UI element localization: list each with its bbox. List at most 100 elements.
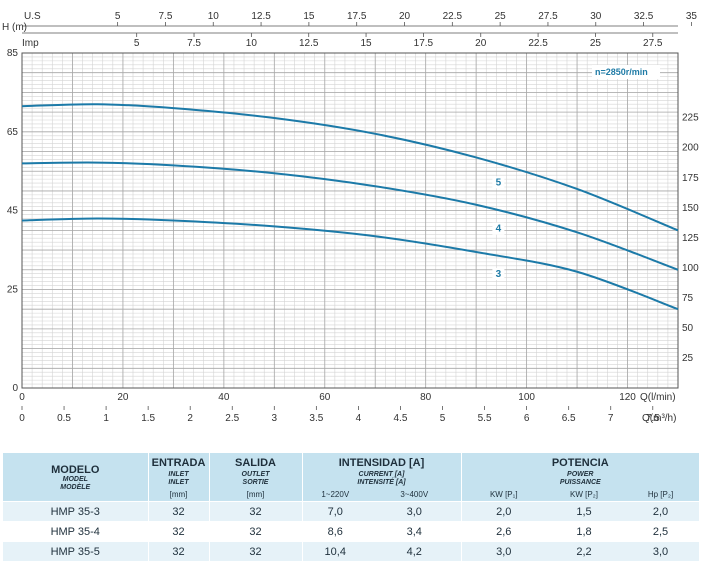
y2-tick-label: 175 <box>682 173 699 184</box>
m3h-tick-label: 3.5 <box>309 413 323 424</box>
m3h-tick-label: 0 <box>19 413 25 424</box>
cell-power-p2: 2,2 <box>546 541 622 561</box>
y2-tick-label: 225 <box>682 113 699 124</box>
speed-annotation: n=2850r/min <box>595 67 648 77</box>
imp-tick-label: 12.5 <box>299 38 319 49</box>
cell-model: HMP 35-3 <box>3 501 148 522</box>
cell-inlet: 32 <box>147 501 209 522</box>
y2-tick-label: 25 <box>682 353 694 364</box>
us-tick-label: 10 <box>208 11 220 22</box>
cell-current-3ph: 4,2 <box>368 541 461 561</box>
m3h-tick-label: 4 <box>356 413 362 424</box>
m3h-tick-label: 6.5 <box>562 413 576 424</box>
us-tick-label: 17.5 <box>347 11 367 22</box>
y-tick-label: 25 <box>7 284 19 295</box>
m3h-tick-label: 6 <box>524 413 530 424</box>
unit-inlet: [mm] <box>147 487 209 502</box>
imp-tick-label: 7.5 <box>187 38 201 49</box>
header-power: POTENCIA <box>460 453 700 471</box>
cell-current-1ph: 10,4 <box>301 541 368 561</box>
us-axis-label: U.S <box>24 11 41 22</box>
imp-tick-label: 17.5 <box>414 38 434 49</box>
table-row: HMP 35-5 32 32 10,4 4,2 3,0 2,2 3,0 <box>3 541 700 561</box>
us-tick-label: 32.5 <box>634 11 654 22</box>
y-tick-label: 85 <box>7 48 19 59</box>
cell-current-1ph: 7,0 <box>301 501 368 522</box>
m3h-tick-label: 2 <box>187 413 193 424</box>
m3h-tick-label: 7.5 <box>646 413 660 424</box>
top-axes: 5 7.5 10 12.5 15 17.5 20 22.5 25 27.5 30 32.5 35 5 7.5… <box>22 11 698 49</box>
header-outlet: SALIDA <box>208 453 302 471</box>
cell-power-p2: 1,8 <box>546 521 622 542</box>
y2-tick-label: 150 <box>682 203 699 214</box>
unit-power-p1: KW [P₁] <box>460 487 546 502</box>
cell-power-hp: 2,5 <box>622 521 700 542</box>
m3h-axis-label: Q(m³/h) <box>642 413 676 424</box>
y-axis-left: 0 25 45 65 85 <box>7 48 19 394</box>
curve-label-4: 4 <box>496 224 502 235</box>
us-tick-label: 7.5 <box>158 11 172 22</box>
curve-3 <box>21 217 679 311</box>
cell-current-3ph: 3,0 <box>368 501 461 522</box>
cell-power-p1: 3,0 <box>460 541 546 561</box>
x-tick-label: 40 <box>218 392 230 403</box>
us-tick-label: 12.5 <box>251 11 271 22</box>
unit-outlet: [mm] <box>208 487 302 502</box>
grid-minor <box>22 53 678 388</box>
header-inlet: ENTRADA <box>147 453 209 471</box>
header-current: INTENSIDAD [A] <box>301 453 461 471</box>
y-tick-label: 45 <box>7 206 19 217</box>
cell-inlet: 32 <box>147 521 209 542</box>
x-axis-bottom: 0 20 40 60 80 100 120 0 0.5 1 1.5 2 2.5 3 3.5 4 4.5 5 5.5 6… <box>19 392 660 424</box>
us-tick-label: 35 <box>686 11 698 22</box>
imp-tick-label: 10 <box>246 38 258 49</box>
imp-tick-label: 22.5 <box>528 38 548 49</box>
y2-tick-label: 125 <box>682 233 699 244</box>
y-axis-right: 25 50 75 100 125 150 175 200 225 <box>682 113 699 364</box>
table-row: HMP 35-4 32 32 8,6 3,4 2,6 1,8 2,5 <box>3 521 700 542</box>
cell-power-p1: 2,6 <box>460 521 546 542</box>
y2-tick-label: 75 <box>682 293 694 304</box>
cell-power-hp: 3,0 <box>622 541 700 561</box>
pump-performance-chart: 5 7.5 10 12.5 15 17.5 20 22.5 25 2 7.5 3 0 32.5 35 5 7.5… <box>2 11 699 424</box>
header-model: MODELO MODEL MODÈLE <box>3 453 148 502</box>
cell-power-hp: 2,0 <box>622 501 700 522</box>
m3h-tick-label: 4.5 <box>394 413 408 424</box>
x-tick-label: 20 <box>117 392 129 403</box>
speed-annotation-box <box>592 65 660 79</box>
cell-current-1ph: 8,6 <box>301 521 368 542</box>
header-current-sub: CURRENT [A] INTENSITÉ [A] <box>301 471 461 487</box>
y2-tick-label: 100 <box>682 263 699 274</box>
spec-table: MODELO MODEL MODÈLE ENTRADA SALIDA INTEN… <box>3 453 700 561</box>
cell-outlet: 32 <box>208 501 302 522</box>
m3h-tick-label: 5 <box>440 413 446 424</box>
curve-4 <box>21 161 679 271</box>
unit-power-hp: Hp [P₂] <box>622 487 700 502</box>
curve-label-bg <box>492 176 505 189</box>
cell-current-3ph: 3,4 <box>368 521 461 542</box>
cell-outlet: 32 <box>208 541 302 561</box>
m3h-tick-label: 7 <box>608 413 614 424</box>
us-tick-label: 20 <box>399 11 411 22</box>
cell-outlet: 32 <box>208 521 302 542</box>
x-tick-label: 60 <box>319 392 331 403</box>
us-tick-label: 5 <box>115 11 121 22</box>
x-axis-label: Q(l/min) <box>640 392 676 403</box>
plot-frame <box>21 52 679 389</box>
header-inlet-sub: INLET INLET <box>147 471 209 487</box>
us-tick-label: 22.5 <box>443 11 463 22</box>
unit-power-p2: KW [P₂] <box>546 487 622 502</box>
curves: 5 4 3 <box>21 103 679 311</box>
x-tick-label: 100 <box>518 392 535 403</box>
grid-major <box>22 53 678 388</box>
imp-tick-label: 15 <box>360 38 372 49</box>
x-tick-label: 0 <box>19 392 25 403</box>
y2-tick-label: 200 <box>682 143 699 154</box>
m3h-tick-label: 1.5 <box>141 413 155 424</box>
imp-tick-label: 5 <box>134 38 140 49</box>
y-tick-label: 0 <box>12 383 18 394</box>
y-axis-label: H (m) <box>2 22 27 33</box>
curve-label-3: 3 <box>496 269 502 280</box>
cell-power-p1: 2,0 <box>460 501 546 522</box>
m3h-tick-label: 5.5 <box>478 413 492 424</box>
